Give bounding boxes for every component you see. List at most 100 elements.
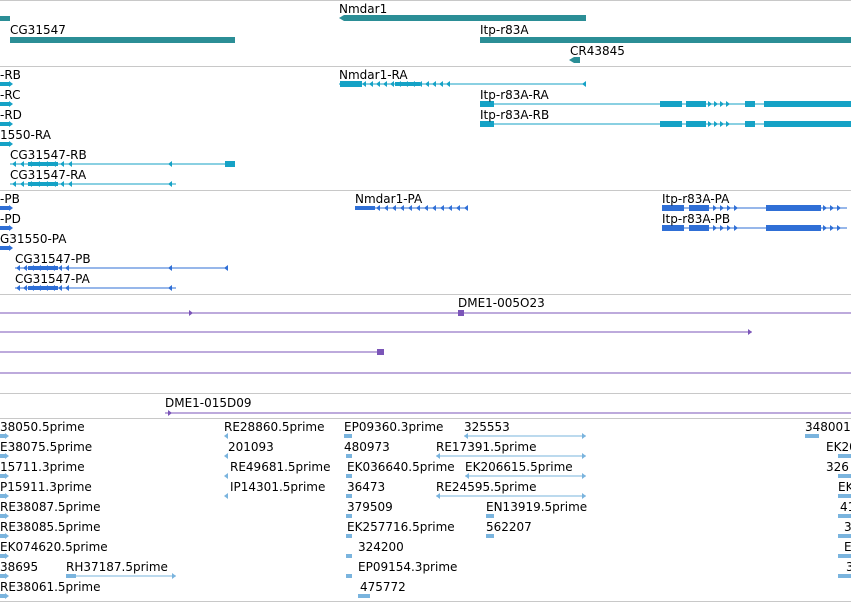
gene-bar[interactable]: [10, 37, 235, 43]
alignment-label[interactable]: DME1-015D09: [165, 396, 252, 410]
est-label[interactable]: RE24595.5prime: [436, 480, 537, 494]
strand-arrow-right[interactable]: [9, 245, 13, 251]
est-label[interactable]: EK257716.5prime: [347, 520, 455, 534]
strand-arrow-right[interactable]: [582, 433, 586, 439]
strand-arrow-right[interactable]: [726, 121, 730, 127]
gene-label-cr43845[interactable]: CR43845: [570, 44, 625, 58]
alignment-label[interactable]: DME1-005O23: [458, 296, 545, 310]
strand-arrow-left[interactable]: [448, 205, 452, 211]
strand-arrow-right[interactable]: [734, 225, 738, 231]
strand-arrow-left[interactable]: [416, 205, 420, 211]
exon-block[interactable]: [660, 121, 682, 127]
strand-arrow-left[interactable]: [20, 181, 24, 187]
exon-block[interactable]: [340, 81, 362, 87]
est-block[interactable]: [838, 454, 851, 458]
est-label[interactable]: EP09360.3prime: [344, 420, 444, 434]
gene-bar[interactable]: [480, 37, 851, 43]
exon-block[interactable]: [0, 142, 10, 146]
exon-block[interactable]: [0, 122, 10, 126]
strand-arrow-left[interactable]: [224, 433, 228, 439]
transcript-label[interactable]: -RB: [0, 68, 21, 82]
strand-arrow-right[interactable]: [713, 205, 717, 211]
strand-arrow-right[interactable]: [720, 205, 724, 211]
est-label[interactable]: 475772: [360, 580, 406, 594]
strand-arrow-right[interactable]: [9, 225, 13, 231]
est-label[interactable]: 38050.5prime: [0, 420, 85, 434]
gene-label-nmdar1[interactable]: Nmdar1: [339, 2, 388, 16]
strand-arrow-right[interactable]: [5, 493, 9, 499]
strand-arrow-right[interactable]: [748, 329, 752, 335]
est-label[interactable]: 36473: [347, 480, 386, 494]
strand-arrow-left[interactable]: [439, 81, 443, 87]
est-label[interactable]: IP14301.5prime: [230, 480, 326, 494]
est-block[interactable]: [358, 594, 370, 598]
strand-arrow-right[interactable]: [9, 141, 13, 147]
strand-arrow-right[interactable]: [727, 225, 731, 231]
exon-block[interactable]: [0, 102, 10, 106]
est-label[interactable]: 3: [844, 520, 851, 534]
est-block[interactable]: [346, 454, 352, 458]
strand-arrow-left[interactable]: [376, 205, 380, 211]
strand-arrow-right[interactable]: [5, 433, 9, 439]
est-block[interactable]: [0, 514, 6, 518]
strand-arrow-right[interactable]: [823, 205, 827, 211]
exon-block[interactable]: [28, 286, 58, 290]
transcript-label[interactable]: Itp-r83A-RB: [480, 108, 550, 122]
strand-arrow-right[interactable]: [837, 225, 841, 231]
strand-arrow-left[interactable]: [224, 493, 228, 499]
est-label[interactable]: 15711.3prime: [0, 460, 85, 474]
exon-block[interactable]: [225, 161, 235, 167]
est-block[interactable]: [486, 514, 494, 518]
strand-arrow-left[interactable]: [390, 81, 394, 87]
est-block[interactable]: [0, 434, 6, 438]
strand-arrow-right[interactable]: [5, 593, 9, 599]
est-label[interactable]: RE38085.5prime: [0, 520, 101, 534]
strand-arrow-left[interactable]: [432, 205, 436, 211]
est-block[interactable]: [838, 534, 851, 538]
protein-label[interactable]: -PB: [0, 192, 20, 206]
est-label[interactable]: EK036640.5prime: [347, 460, 455, 474]
strand-arrow-right[interactable]: [5, 553, 9, 559]
strand-arrow-left[interactable]: [168, 285, 172, 291]
est-label[interactable]: EK20: [826, 440, 851, 454]
est-label[interactable]: 41: [840, 500, 851, 514]
strand-arrow-right[interactable]: [582, 453, 586, 459]
strand-arrow-left[interactable]: [383, 81, 387, 87]
exon-block[interactable]: [662, 225, 684, 231]
strand-arrow-right[interactable]: [582, 493, 586, 499]
strand-arrow-right[interactable]: [168, 410, 172, 416]
strand-arrow-left[interactable]: [400, 205, 404, 211]
strand-arrow-left[interactable]: [224, 473, 228, 479]
strand-arrow-left[interactable]: [224, 453, 228, 459]
strand-arrow-right[interactable]: [708, 101, 712, 107]
strand-arrow-left[interactable]: [68, 161, 72, 167]
est-block[interactable]: [346, 534, 352, 538]
exon-block[interactable]: [686, 101, 706, 107]
est-label[interactable]: 325553: [464, 420, 510, 434]
strand-arrow-right[interactable]: [9, 81, 13, 87]
est-label[interactable]: 480973: [344, 440, 390, 454]
transcript-label[interactable]: 1550-RA: [0, 128, 51, 142]
strand-arrow-left[interactable]: [369, 81, 373, 87]
strand-arrow-right[interactable]: [9, 205, 13, 211]
strand-arrow-left[interactable]: [436, 453, 440, 459]
protein-label[interactable]: CG31547-PB: [15, 252, 91, 266]
exon-block[interactable]: [355, 206, 375, 210]
est-block[interactable]: [0, 474, 6, 478]
est-block[interactable]: [0, 574, 6, 578]
est-label[interactable]: E: [844, 540, 851, 554]
alignment-end[interactable]: [458, 310, 464, 316]
strand-arrow-left[interactable]: [424, 205, 428, 211]
strand-arrow-left[interactable]: [392, 205, 396, 211]
strand-arrow-left[interactable]: [456, 205, 460, 211]
strand-arrow-right[interactable]: [5, 453, 9, 459]
est-block[interactable]: [0, 454, 6, 458]
est-label[interactable]: 38695: [0, 560, 39, 574]
protein-label[interactable]: G31550-PA: [0, 232, 67, 246]
protein-label[interactable]: Itp-r83A-PB: [662, 212, 731, 226]
transcript-label[interactable]: -RC: [0, 88, 21, 102]
strand-arrow-left[interactable]: [446, 81, 450, 87]
gene-label-itp-r83a[interactable]: Itp-r83A: [480, 23, 529, 37]
strand-arrow-right[interactable]: [189, 310, 193, 316]
strand-arrow-right[interactable]: [713, 225, 717, 231]
